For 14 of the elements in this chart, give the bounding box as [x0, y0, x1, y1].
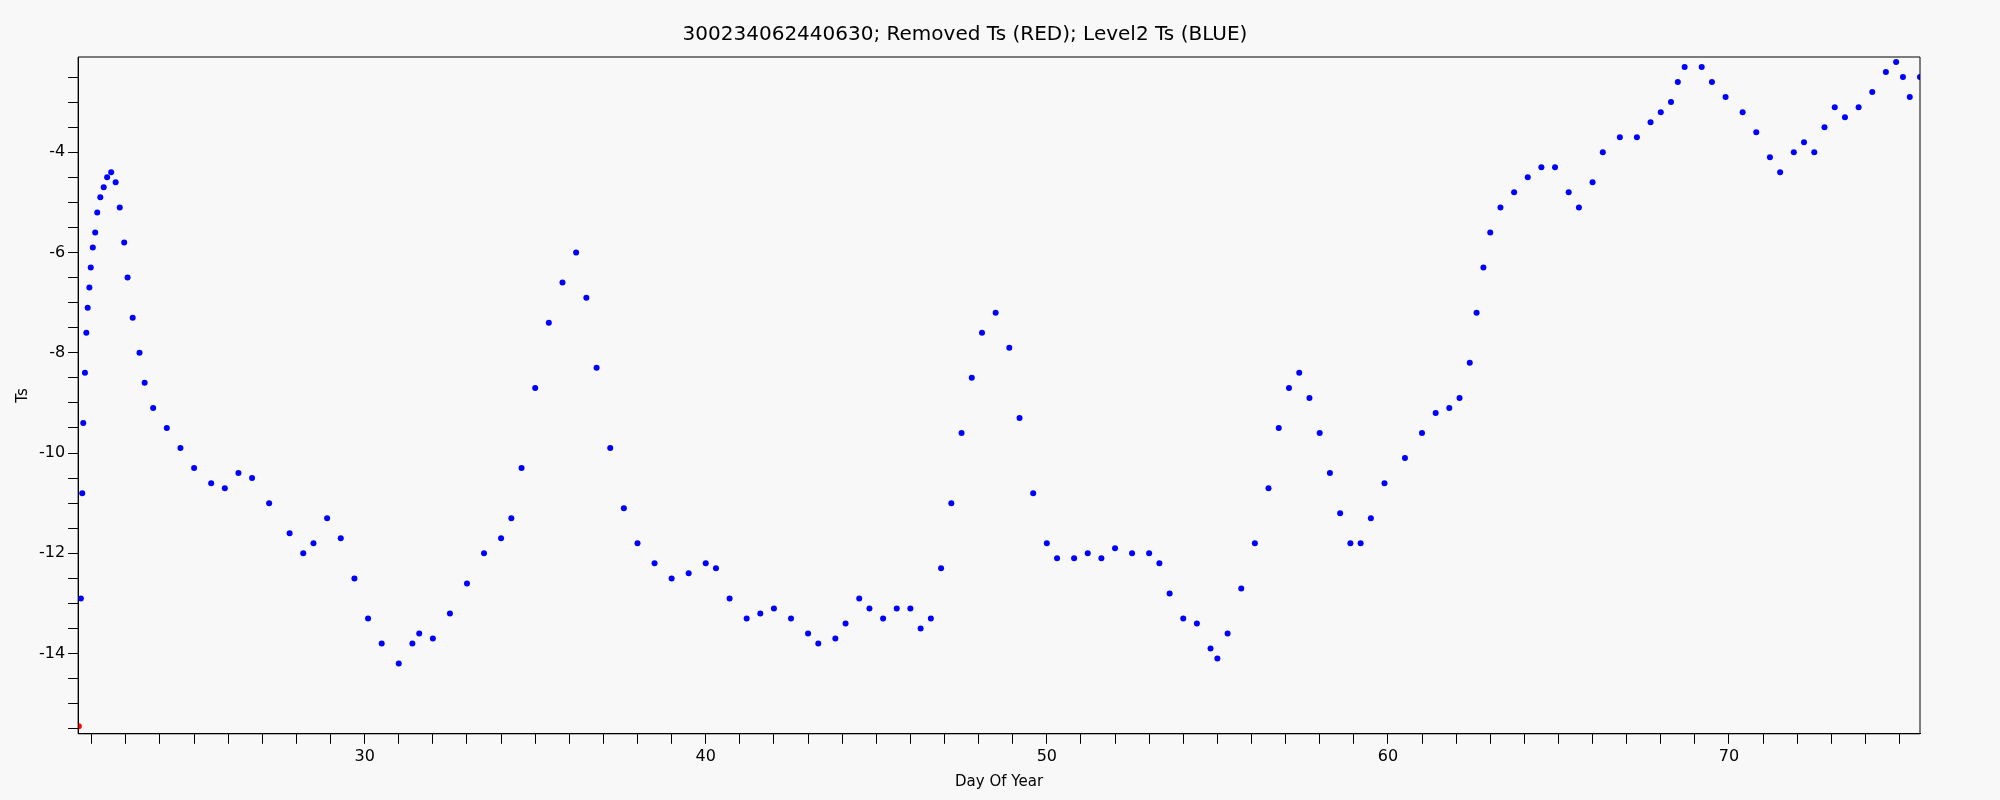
x-tick-label: 40 — [695, 745, 716, 765]
x-tick-label: 50 — [1036, 745, 1057, 765]
y-tick-label: -12 — [38, 542, 66, 562]
x-axis-title: Day Of Year — [955, 771, 1044, 790]
y-tick-label: -8 — [49, 341, 66, 361]
y-axis-title: Ts — [12, 387, 31, 404]
y-tick-label: -4 — [49, 141, 66, 161]
x-tick-label: 70 — [1718, 745, 1740, 765]
y-tick-label: -14 — [38, 642, 66, 662]
y-tick-label: -10 — [38, 442, 66, 462]
chart-title: 300234062440630; Removed Ts (RED); Level2 Ts (BLUE) — [682, 21, 1248, 46]
x-tick-label: 30 — [354, 745, 375, 765]
x-tick-label: 60 — [1377, 745, 1399, 765]
y-tick-label: -6 — [49, 241, 66, 261]
